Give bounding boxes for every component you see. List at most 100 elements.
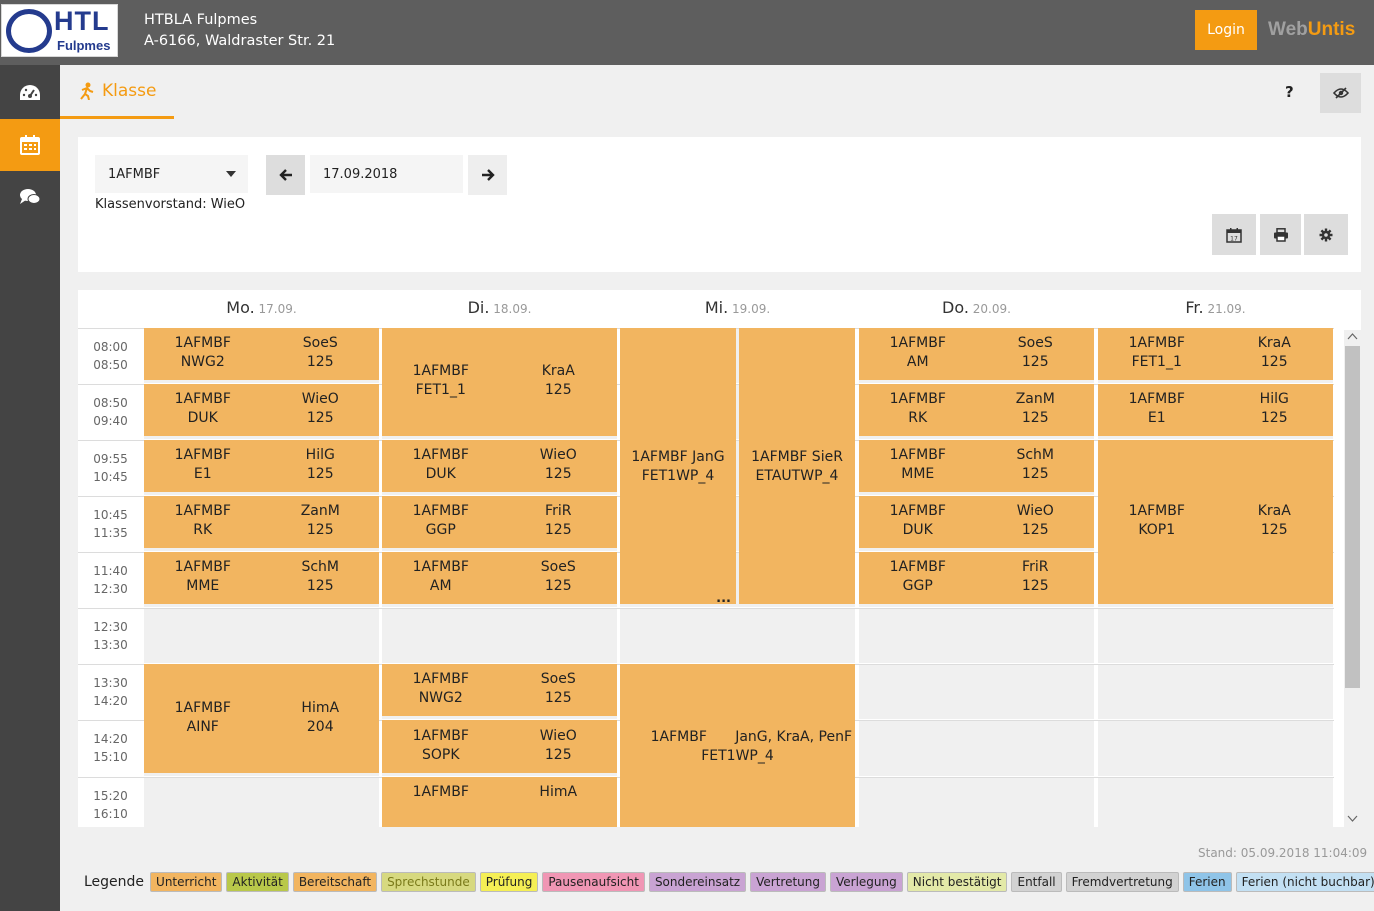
lesson[interactable]: 1AFMBF KraA FET1_1 125 xyxy=(1098,328,1333,380)
lesson[interactable]: 1AFMBF SoeS AM 125 xyxy=(382,552,617,604)
lesson-text: 1AFMBF xyxy=(412,728,469,744)
chevron-down-icon xyxy=(226,171,236,177)
sidebar-item-messages[interactable] xyxy=(0,171,60,223)
lesson[interactable]: 1AFMBF HimA AINF 204 xyxy=(144,664,379,773)
lesson[interactable]: 1AFMBF WieO DUK 125 xyxy=(859,496,1094,548)
login-button[interactable]: Login xyxy=(1195,10,1257,50)
lesson-text: 125 xyxy=(306,522,334,538)
class-select[interactable]: 1AFMBF xyxy=(95,155,248,193)
lesson[interactable]: 1AFMBF SieR ETAUTWP_4 xyxy=(739,328,855,604)
lesson-text: FET1_1 xyxy=(415,382,466,398)
lesson[interactable]: 1AFMBF SchM MME 125 xyxy=(859,440,1094,492)
lesson-text: WieO xyxy=(539,728,577,744)
lesson-text: 125 xyxy=(306,578,334,594)
help-button[interactable]: ? xyxy=(1285,83,1294,101)
lesson-text: 125 xyxy=(544,382,572,398)
svg-text:17: 17 xyxy=(1230,235,1238,242)
lesson-text: AINF xyxy=(186,719,219,735)
visibility-button[interactable] xyxy=(1320,73,1361,113)
lesson-text: 1AFMBF xyxy=(1128,335,1185,351)
school-info: HTBLA Fulpmes A-6166, Waldraster Str. 21 xyxy=(144,10,335,52)
legend-item: Aktivität xyxy=(226,872,289,892)
lesson[interactable]: 1AFMBF ZanM RK 125 xyxy=(144,496,379,548)
lesson[interactable]: 1AFMBF FriR GGP 125 xyxy=(859,552,1094,604)
lesson[interactable]: 1AFMBF WieO DUK 125 xyxy=(144,384,379,436)
lesson-text: HimA xyxy=(539,784,578,800)
lesson-text: MME xyxy=(901,466,935,482)
timetable-scrollbar[interactable] xyxy=(1344,330,1361,827)
calendar-day-icon: 17 xyxy=(1226,227,1242,243)
lesson-text: DUK xyxy=(902,522,933,538)
lesson[interactable]: 1AFMBF HimA xyxy=(382,777,617,827)
lesson[interactable]: 1AFMBF KraA FET1_1 125 xyxy=(382,328,617,436)
lesson-text: 125 xyxy=(1021,410,1049,426)
brand-untis: Untis xyxy=(1307,19,1356,40)
calendar-button[interactable]: 17 xyxy=(1212,214,1256,255)
period-start: 14:20 xyxy=(93,732,128,746)
lesson[interactable]: 1AFMBF WieO DUK 125 xyxy=(382,440,617,492)
scrollbar-thumb[interactable] xyxy=(1345,346,1360,688)
lesson-text: 1AFMBF xyxy=(889,335,946,351)
day-name: Do. xyxy=(942,298,969,317)
lesson-text: 125 xyxy=(1260,410,1288,426)
lesson-text: DUK xyxy=(187,410,218,426)
stand-timestamp: Stand: 05.09.2018 11:04:09 xyxy=(1198,846,1368,860)
time-label: 08:00 08:50 xyxy=(78,338,143,374)
lesson[interactable]: 1AFMBF ZanM RK 125 xyxy=(859,384,1094,436)
lesson[interactable]: 1AFMBF SoeS AM 125 xyxy=(859,328,1094,380)
lesson[interactable]: 1AFMBF HilG E1 125 xyxy=(1098,384,1333,436)
lesson[interactable]: 1AFMBF FriR GGP 125 xyxy=(382,496,617,548)
next-week-button[interactable] xyxy=(468,155,507,195)
day-header: Mo. 17.09. xyxy=(144,298,379,317)
period-start: 11:40 xyxy=(93,564,128,578)
sidebar-item-timetable[interactable] xyxy=(0,119,60,171)
lesson-text: GGP xyxy=(425,522,456,538)
print-button[interactable] xyxy=(1260,214,1301,255)
legend-item: Prüfung xyxy=(479,872,539,892)
tab-klasse[interactable]: Klasse xyxy=(60,65,174,119)
lesson-text: 125 xyxy=(306,466,334,482)
legend-item: Nicht bestätigt xyxy=(906,872,1008,892)
legend-item: Sprechstunde xyxy=(381,872,476,892)
school-logo: HTL Fulpmes xyxy=(1,4,118,57)
lesson-text: GGP xyxy=(902,578,933,594)
lesson-text: 1AFMBF xyxy=(412,447,469,463)
lesson[interactable]: 1AFMBF KraA KOP1 125 xyxy=(1098,440,1333,604)
lesson-text: 1AFMBF xyxy=(412,784,469,800)
lesson-text: HilG xyxy=(1259,391,1289,407)
sidebar-item-dashboard[interactable] xyxy=(0,67,60,119)
more-indicator[interactable]: ... xyxy=(716,591,731,606)
lesson-text: E1 xyxy=(193,466,212,482)
lesson-text: KOP1 xyxy=(1138,522,1176,538)
legend-item: Fremdvertretung xyxy=(1065,872,1179,892)
settings-button[interactable] xyxy=(1304,214,1348,255)
legend-item: Vertretung xyxy=(750,872,826,892)
time-label: 14:20 15:10 xyxy=(78,730,143,766)
time-label: 09:55 10:45 xyxy=(78,450,143,486)
time-label: 10:45 11:35 xyxy=(78,506,143,542)
lesson[interactable]: 1AFMBF JanG, KraA, PenF FET1WP_4 xyxy=(620,664,855,827)
lesson[interactable]: 1AFMBF SoeS NWG2 125 xyxy=(144,328,379,380)
prev-week-button[interactable] xyxy=(266,155,305,195)
lesson[interactable]: 1AFMBF SoeS NWG2 125 xyxy=(382,664,617,716)
period-start: 12:30 xyxy=(93,620,128,634)
lesson-text: 125 xyxy=(544,747,572,763)
lesson-text: 1AFMBF xyxy=(1128,391,1185,407)
lesson[interactable]: 1AFMBF WieO SOPK 125 xyxy=(382,720,617,773)
lesson-text: 1AFMBF xyxy=(412,363,469,379)
lesson-text: FriR xyxy=(1022,559,1049,575)
sidebar xyxy=(0,65,60,911)
lesson-text: 1AFMBF JanG xyxy=(631,449,725,465)
arrow-left-icon xyxy=(278,169,292,181)
lesson[interactable]: 1AFMBF HilG E1 125 xyxy=(144,440,379,492)
class-icon xyxy=(80,82,94,100)
lesson[interactable]: 1AFMBF SchM MME 125 xyxy=(144,552,379,604)
empty-slot xyxy=(620,609,855,663)
lesson-text: KraA xyxy=(1257,335,1291,351)
lesson-text: RK xyxy=(193,522,213,538)
lesson-text: SoeS xyxy=(302,335,338,351)
date-input[interactable] xyxy=(310,155,463,193)
lesson[interactable]: 1AFMBF JanG FET1WP_4... xyxy=(620,328,736,606)
day-name: Di. xyxy=(467,298,490,317)
lesson-text: AM xyxy=(906,354,929,370)
